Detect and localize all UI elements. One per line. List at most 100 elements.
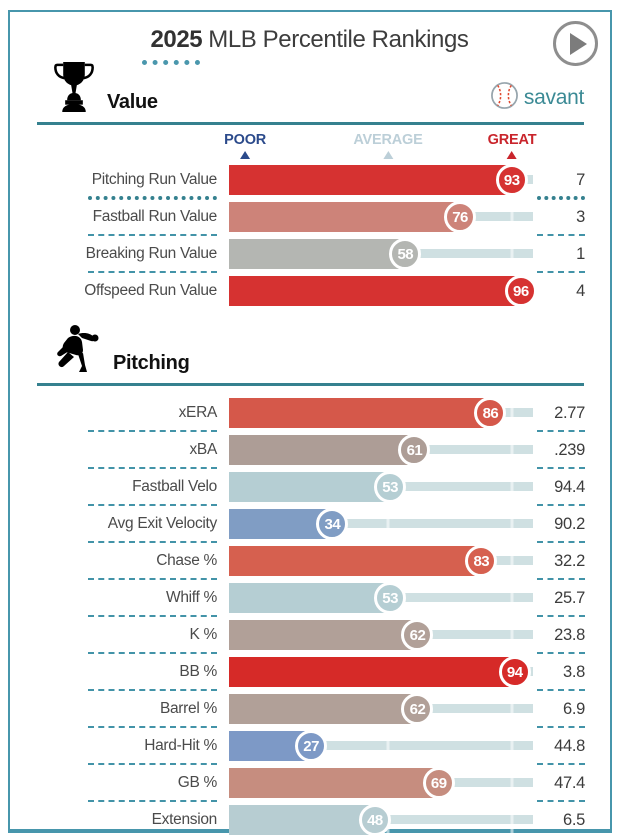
marker-poor: POOR	[224, 132, 266, 159]
metric-value: .239	[554, 440, 585, 459]
gridline-average	[386, 509, 390, 539]
bar-fill	[229, 546, 482, 576]
percentile-bar[interactable]: 62	[229, 619, 533, 651]
percentile-bar[interactable]: 53	[229, 471, 533, 503]
row-separator	[37, 269, 585, 276]
percentile-bubble: 34	[316, 508, 349, 540]
row-separator	[37, 539, 585, 546]
percentile-bar[interactable]: 48	[229, 804, 533, 836]
percentile-row[interactable]: Fastball Run Value 76 3	[37, 201, 585, 233]
percentile-bar[interactable]: 96	[229, 275, 537, 307]
percentile-bubble: 76	[444, 201, 477, 233]
section-pitching-rows: xERA 86 2.77 xBA 61 .239 Fastball Velo	[37, 397, 585, 836]
metric-label: Fastball Velo	[132, 478, 217, 495]
bar-fill	[229, 768, 439, 798]
metric-value: 6.9	[562, 699, 585, 718]
percentile-bar[interactable]: 27	[229, 730, 533, 762]
metric-value: 1	[576, 244, 585, 263]
percentile-row[interactable]: xBA 61 .239	[37, 434, 585, 466]
percentile-bubble: 86	[474, 397, 507, 429]
metric-value: 90.2	[554, 514, 585, 533]
metric-value: 94.4	[554, 477, 585, 496]
percentile-row[interactable]: Chase % 83 32.2	[37, 545, 585, 577]
gridline-great	[510, 472, 514, 502]
percentile-row[interactable]: Breaking Run Value 58 1	[37, 238, 585, 270]
row-separator	[37, 798, 585, 805]
metric-label: Avg Exit Velocity	[107, 515, 218, 532]
percentile-row[interactable]: Hard-Hit % 27 44.8	[37, 730, 585, 762]
percentile-row[interactable]: Pitching Run Value 93 7	[37, 164, 585, 196]
metric-label: Barrel %	[159, 700, 217, 717]
row-separator	[37, 232, 585, 239]
percentile-row[interactable]: BB % 94 3.8	[37, 656, 585, 688]
percentile-bubble: 53	[374, 471, 407, 503]
metric-label: xERA	[178, 404, 218, 421]
percentile-row[interactable]: Offspeed Run Value 96 4	[37, 275, 585, 307]
gridline-great	[510, 768, 514, 798]
percentile-row[interactable]: Extension 48 6.5	[37, 804, 585, 836]
percentile-bubble: 61	[398, 434, 431, 466]
percentile-row[interactable]: Avg Exit Velocity 34 90.2	[37, 508, 585, 540]
gridline-average	[386, 731, 390, 761]
percentile-bar[interactable]: 86	[229, 397, 533, 429]
baseball-icon	[490, 81, 519, 115]
percentile-bubble: 96	[504, 275, 537, 307]
percentile-bar[interactable]: 93	[229, 164, 533, 196]
play-icon	[569, 32, 587, 55]
metric-label: Breaking Run Value	[85, 245, 218, 262]
section-title: Value	[107, 91, 158, 113]
metric-value: 4	[576, 281, 585, 300]
title-underline-dots	[142, 60, 200, 65]
percentile-bar[interactable]: 34	[229, 508, 533, 540]
bar-fill	[229, 583, 391, 613]
marker-great-triangle-icon	[507, 151, 518, 159]
percentile-bar[interactable]: 53	[229, 582, 533, 614]
percentile-bar[interactable]: 76	[229, 201, 533, 233]
brand-name: savant	[523, 86, 584, 109]
percentile-row[interactable]: Whiff % 53 25.7	[37, 582, 585, 614]
percentile-bar[interactable]: 69	[229, 767, 533, 799]
percentile-bubble: 53	[374, 582, 407, 614]
metric-value: 23.8	[554, 625, 585, 644]
bar-fill	[229, 657, 515, 687]
percentile-row[interactable]: Barrel % 62 6.9	[37, 693, 585, 725]
title-year: 2025	[150, 26, 203, 53]
bar-fill	[229, 239, 406, 269]
metric-label: K %	[189, 626, 217, 643]
row-separator	[37, 465, 585, 472]
gridline-great	[510, 731, 514, 761]
title-text: MLB Percentile Rankings	[208, 26, 469, 53]
gridline-great	[510, 620, 514, 650]
percentile-row[interactable]: xERA 86 2.77	[37, 397, 585, 429]
metric-value: 47.4	[554, 773, 585, 792]
gridline-great	[510, 805, 514, 835]
row-separator	[37, 576, 585, 583]
percentile-bar[interactable]: 61	[229, 434, 533, 466]
marker-average: AVERAGE	[353, 132, 423, 159]
play-button[interactable]	[553, 21, 598, 66]
percentile-row[interactable]: K % 62 23.8	[37, 619, 585, 651]
row-separator	[37, 650, 585, 657]
savant-logo[interactable]: savant	[490, 81, 584, 115]
percentile-bar[interactable]: 62	[229, 693, 533, 725]
section-value-header: Value savant	[37, 54, 584, 125]
percentile-bubble: 83	[465, 545, 498, 577]
metric-label: GB %	[177, 774, 218, 791]
pitcher-icon	[53, 324, 101, 379]
metric-label: Pitching Run Value	[91, 171, 218, 188]
bar-fill	[229, 398, 491, 428]
percentile-row[interactable]: GB % 69 47.4	[37, 767, 585, 799]
metric-label: Offspeed Run Value	[84, 282, 217, 299]
metric-label: BB %	[179, 663, 217, 680]
percentile-bar[interactable]: 58	[229, 238, 533, 270]
gridline-great	[510, 546, 514, 576]
metric-label: Whiff %	[165, 589, 217, 606]
percentile-row[interactable]: Fastball Velo 53 94.4	[37, 471, 585, 503]
percentile-bar[interactable]: 94	[229, 656, 533, 688]
bar-fill	[229, 805, 375, 835]
gridline-great	[510, 202, 514, 232]
metric-label: Extension	[151, 811, 218, 828]
metric-label: Fastball Run Value	[92, 208, 218, 225]
percentile-bubble: 27	[295, 730, 328, 762]
percentile-bar[interactable]: 83	[229, 545, 533, 577]
